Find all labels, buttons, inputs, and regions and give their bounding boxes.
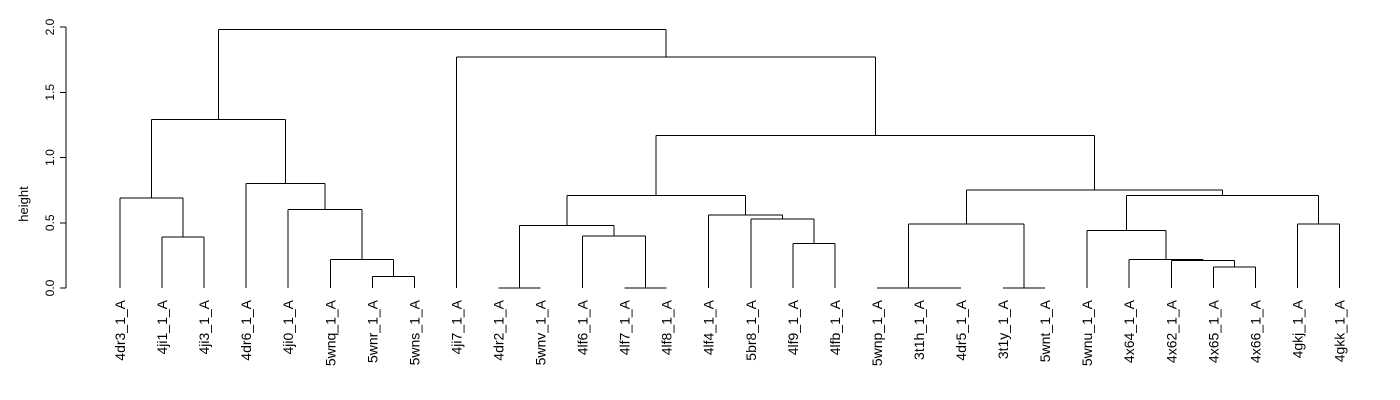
leaf-label: 4ji1_1_A <box>154 299 170 354</box>
leaf-label: 4dr5_1_A <box>953 299 969 360</box>
leaf-label: 5wnq_1_A <box>322 299 338 366</box>
y-tick-label: 2.0 <box>43 18 57 35</box>
leaf-label: 4dr3_1_A <box>112 299 128 360</box>
leaf-label: 4x64_1_A <box>1121 299 1137 363</box>
leaf-label: 5br8_1_A <box>743 299 759 360</box>
leaf-label: 4ji7_1_A <box>448 299 464 354</box>
leaf-label: 4lf7_1_A <box>617 299 633 355</box>
leaf-label: 4ji3_1_A <box>196 299 212 354</box>
y-tick-label: 1.0 <box>43 149 57 166</box>
y-tick-label: 1.5 <box>43 84 57 101</box>
leaf-label: 3t1y_1_A <box>995 299 1011 359</box>
leaf-label: 4dr6_1_A <box>238 299 254 360</box>
leaf-label: 4x65_1_A <box>1205 299 1221 363</box>
leaf-label: 4lfb_1_A <box>827 299 843 355</box>
leaf-label: 4lf9_1_A <box>785 299 801 355</box>
leaf-label: 4gkj_1_A <box>1289 299 1305 358</box>
leaf-label: 4x66_1_A <box>1247 299 1263 363</box>
y-tick-label: 0.0 <box>43 279 57 296</box>
leaf-label: 5wnt_1_A <box>1037 299 1053 362</box>
leaf-label: 5wnv_1_A <box>533 299 549 365</box>
leaf-label: 5wnu_1_A <box>1079 299 1095 366</box>
leaf-labels: 4dr3_1_A 4ji1_1_A 4ji3_1_A 4dr6_1_A 4ji0_1_A… <box>112 299 1347 366</box>
y-axis: 0.0 0.5 1.0 1.5 2.0 <box>43 18 67 296</box>
leaf-label: 5wns_1_A <box>406 299 422 365</box>
leaf-label: 4x62_1_A <box>1163 299 1179 363</box>
leaf-label: 4gkk_1_A <box>1331 299 1347 362</box>
leaf-label: 5wnr_1_A <box>364 299 380 363</box>
y-axis-title: height <box>16 186 31 222</box>
leaf-label: 4dr2_1_A <box>490 299 506 360</box>
y-tick-label: 0.5 <box>43 214 57 231</box>
leaf-label: 4lf8_1_A <box>659 299 675 355</box>
leaf-label: 4lf4_1_A <box>701 299 717 355</box>
leaf-label: 5wnp_1_A <box>869 299 885 366</box>
leaf-label: 4ji0_1_A <box>280 299 296 354</box>
leaf-label: 4lf6_1_A <box>575 299 591 355</box>
leaf-label: 3t1h_1_A <box>911 299 927 360</box>
dendrogram-links <box>119 29 1340 289</box>
